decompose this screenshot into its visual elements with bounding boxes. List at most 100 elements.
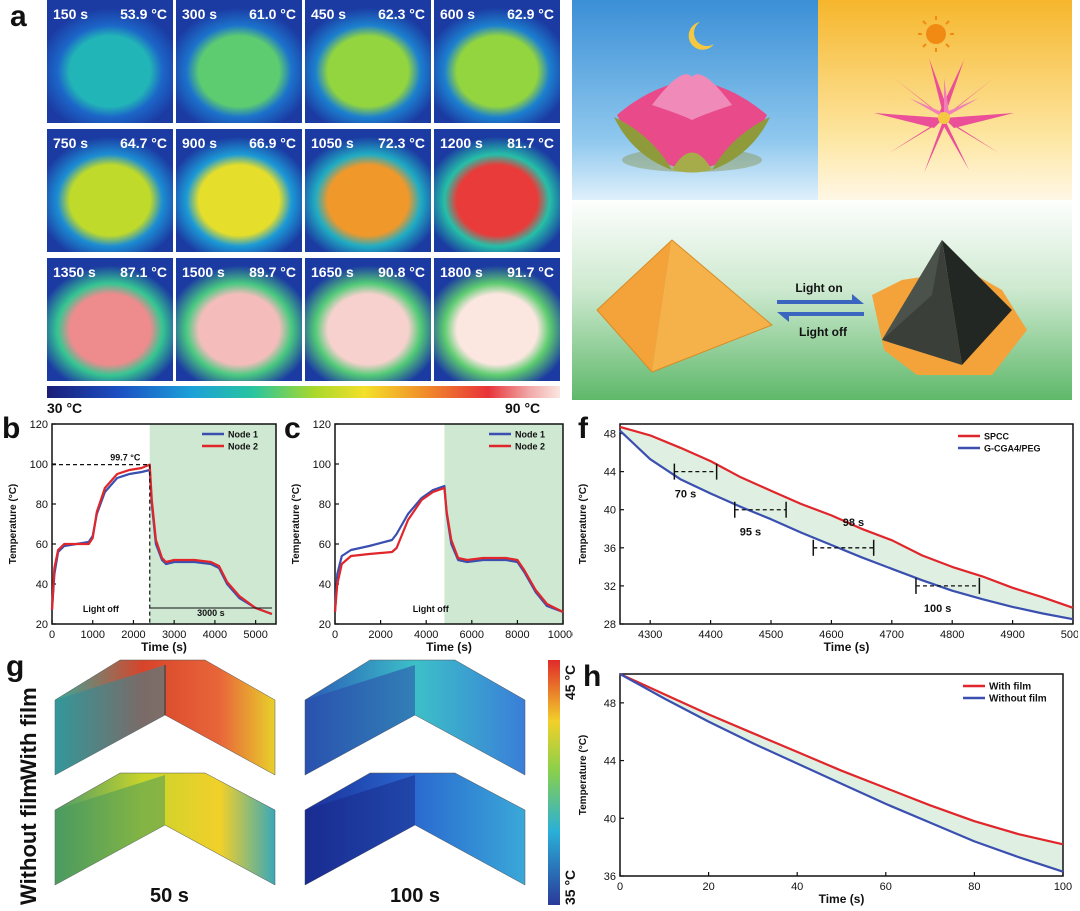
y-tick-label: 36 — [604, 871, 616, 883]
x-tick-label: 10000 — [548, 629, 573, 641]
x-tick-label: 5000 — [1061, 629, 1078, 641]
panel-label-f: f — [578, 412, 588, 445]
axes-frame — [51, 423, 277, 625]
chart-c: 0 2000 4000 6000 8000 10000 20 40 60 80 100 120 Time… — [291, 419, 573, 654]
simulation-renderings — [54, 659, 560, 905]
y-tick-label: 120 — [30, 419, 48, 431]
tile-temp-label: 87.1 °C — [120, 264, 167, 280]
legend-label: SPCC — [984, 432, 1010, 442]
y-tick-label: 60 — [36, 539, 48, 551]
light-off-annotation: Light off — [83, 604, 120, 614]
chart-h: 0 20 40 60 80 100 36 40 44 48 Time (s) Temperature … — [578, 672, 1072, 906]
open-pyramid — [872, 240, 1027, 375]
y-axis-label: Temperature (°C) — [578, 735, 589, 816]
closed-lotus — [614, 74, 770, 173]
lotus-photo — [572, 0, 1072, 200]
closed-pyramid — [596, 239, 773, 373]
y-tick-label: 28 — [604, 619, 616, 631]
y-tick-label: 100 — [313, 459, 331, 471]
thermal-tile: 1500 s 89.7 °C — [176, 258, 302, 381]
x-tick-label: 5000 — [243, 629, 267, 641]
y-tick-label: 48 — [604, 698, 616, 710]
legend-label: With film — [989, 682, 1031, 693]
thermal-tile: 600 s 62.9 °C — [434, 0, 560, 123]
thermal-tile: 1200 s 81.7 °C — [434, 129, 560, 252]
y-tick-label: 40 — [604, 505, 616, 517]
gap-label: 95 s — [740, 527, 761, 539]
tile-temp-label: 61.0 °C — [249, 6, 296, 22]
x-tick-label: 4900 — [1000, 629, 1024, 641]
axes-frame — [619, 673, 1064, 877]
y-tick-label: 80 — [36, 499, 48, 511]
sim-without-film-50s — [54, 772, 276, 886]
panel-label-h: h — [583, 660, 602, 693]
y-tick-label: 40 — [36, 579, 48, 591]
pyramid-photo: Light on Light off — [572, 200, 1072, 400]
gap-label: 70 s — [675, 489, 696, 501]
thermal-tile: 450 s 62.3 °C — [305, 0, 431, 123]
y-tick-label: 100 — [30, 459, 48, 471]
x-tick-label: 4000 — [203, 629, 227, 641]
tile-time-label: 900 s — [182, 135, 218, 151]
series-line-without-film — [619, 673, 1064, 873]
y-axis-label: Temperature (°C) — [578, 484, 589, 565]
x-tick-label: 60 — [880, 881, 892, 893]
panel-label-a: a — [10, 0, 27, 33]
y-tick-label: 20 — [36, 619, 48, 631]
x-tick-label: 100 — [1054, 881, 1072, 893]
x-tick-label: 8000 — [505, 629, 529, 641]
y-tick-label: 36 — [604, 543, 616, 555]
y-tick-label: 48 — [604, 429, 616, 441]
x-tick-label: 80 — [968, 881, 980, 893]
thermal-tile: 150 s 53.9 °C — [47, 0, 173, 123]
chart-f: 4300 4400 4500 4600 4700 4800 4900 5000 28 32 36 40… — [578, 423, 1078, 654]
x-tick-label: 4300 — [638, 629, 662, 641]
col-label-100s: 100 s — [390, 885, 441, 907]
tile-time-label: 1350 s — [53, 264, 96, 280]
x-tick-label: 2000 — [368, 629, 392, 641]
x-tick-label: 4400 — [698, 629, 722, 641]
light-off-label: Light off — [799, 325, 848, 339]
x-axis-label: Time (s) — [141, 640, 187, 654]
interval-annotation: 3000 s — [197, 608, 225, 618]
light-off-shaded-region — [149, 424, 276, 624]
panel-label-b: b — [2, 412, 21, 445]
legend-label: Node 2 — [515, 442, 545, 452]
axes-frame — [619, 423, 1074, 625]
switch-arrows — [777, 294, 864, 322]
thermal-tile: 1050 s 72.3 °C — [305, 129, 431, 252]
tile-time-label: 1500 s — [182, 264, 225, 280]
sim-with-film-100s — [304, 659, 526, 776]
x-axis-label: Time (s) — [819, 892, 865, 906]
temperature-colorbar — [47, 386, 560, 398]
axes-frame — [334, 423, 564, 625]
tile-time-label: 1200 s — [440, 135, 483, 151]
x-tick-label: 20 — [702, 881, 714, 893]
moon-icon — [688, 22, 714, 50]
chart-b: 0 1000 2000 3000 4000 5000 20 40 60 80 100 120 Time … — [8, 419, 277, 654]
x-tick-label: 0 — [49, 629, 55, 641]
light-off-shaded-region — [444, 424, 563, 624]
series-line-node-2 — [333, 486, 564, 613]
x-axis-label: Time (s) — [824, 640, 870, 654]
tile-temp-label: 81.7 °C — [507, 135, 554, 151]
thermal-tile: 1800 s 91.7 °C — [434, 258, 560, 381]
sun-icon — [918, 16, 954, 52]
tile-temp-label: 62.3 °C — [378, 6, 425, 22]
gap-label: 100 s — [924, 603, 952, 615]
tile-temp-label: 89.7 °C — [249, 264, 296, 280]
sim-with-film-50s — [54, 659, 276, 776]
x-tick-label: 0 — [617, 881, 623, 893]
thermal-tile: 1350 s 87.1 °C — [47, 258, 173, 381]
y-tick-label: 120 — [313, 419, 331, 431]
y-tick-label: 44 — [604, 756, 616, 768]
legend-label: G-CGA4/PEG — [984, 444, 1041, 454]
y-tick-label: 80 — [319, 499, 331, 511]
x-tick-label: 1000 — [80, 629, 104, 641]
col-label-50s: 50 s — [150, 885, 189, 907]
x-tick-label: 6000 — [460, 629, 484, 641]
light-off-annotation: Light off — [413, 604, 450, 614]
series-line-g-cga4-peg — [619, 429, 1074, 621]
x-tick-label: 2000 — [121, 629, 145, 641]
thermal-tile: 1650 s 90.8 °C — [305, 258, 431, 381]
